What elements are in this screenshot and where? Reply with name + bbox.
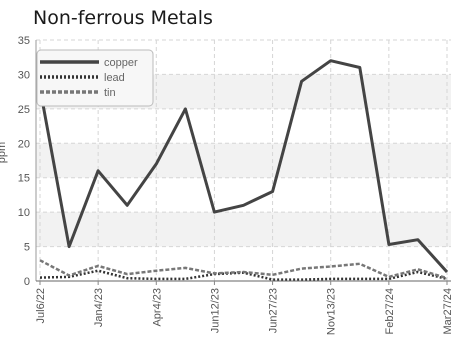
series-layer	[38, 59, 449, 281]
series-line-tin	[39, 259, 448, 280]
grid-lines	[36, 39, 451, 282]
legend-label-lead: lead	[104, 72, 125, 84]
chart-title: Non-ferrous Metals	[33, 7, 213, 29]
y-tick-label: 35	[18, 35, 30, 47]
plot-band	[36, 212, 451, 247]
y-tick-label: 10	[18, 207, 30, 219]
x-tick-label: Jan4/23	[93, 288, 105, 327]
y-tick-label: 20	[18, 138, 30, 150]
x-tick-label: Feb27/24	[384, 288, 396, 334]
y-axis-ticks: 0 5 10 15 20 25 30 35	[18, 35, 30, 288]
legend-label-tin: tin	[104, 87, 116, 99]
axes: ppm	[0, 40, 451, 282]
y-axis-label: ppm	[0, 142, 8, 163]
y-tick-label: 25	[18, 104, 30, 116]
legend-label-copper: copper	[104, 57, 138, 69]
x-tick-label: Jun27/23	[268, 288, 280, 333]
x-tick-label: Mar27/24	[442, 288, 454, 334]
x-axis-ticks: Jul6/22 Jan4/23 Apr4/23 Jun12/23 Jun27/23 Nov…	[35, 281, 454, 335]
x-tick-label: Nov13/23	[326, 288, 338, 335]
x-tick-label: Jun12/23	[209, 288, 221, 333]
legend: copper lead tin	[36, 49, 154, 107]
x-tick-label: Apr4/23	[151, 288, 163, 327]
plot-band	[36, 143, 451, 178]
y-tick-label: 5	[24, 242, 30, 254]
y-tick-label: 15	[18, 173, 30, 185]
series-line-copper	[38, 59, 449, 274]
x-tick-label: Jul6/22	[35, 288, 47, 323]
y-tick-label: 30	[18, 69, 30, 81]
y-tick-label: 0	[24, 276, 30, 288]
